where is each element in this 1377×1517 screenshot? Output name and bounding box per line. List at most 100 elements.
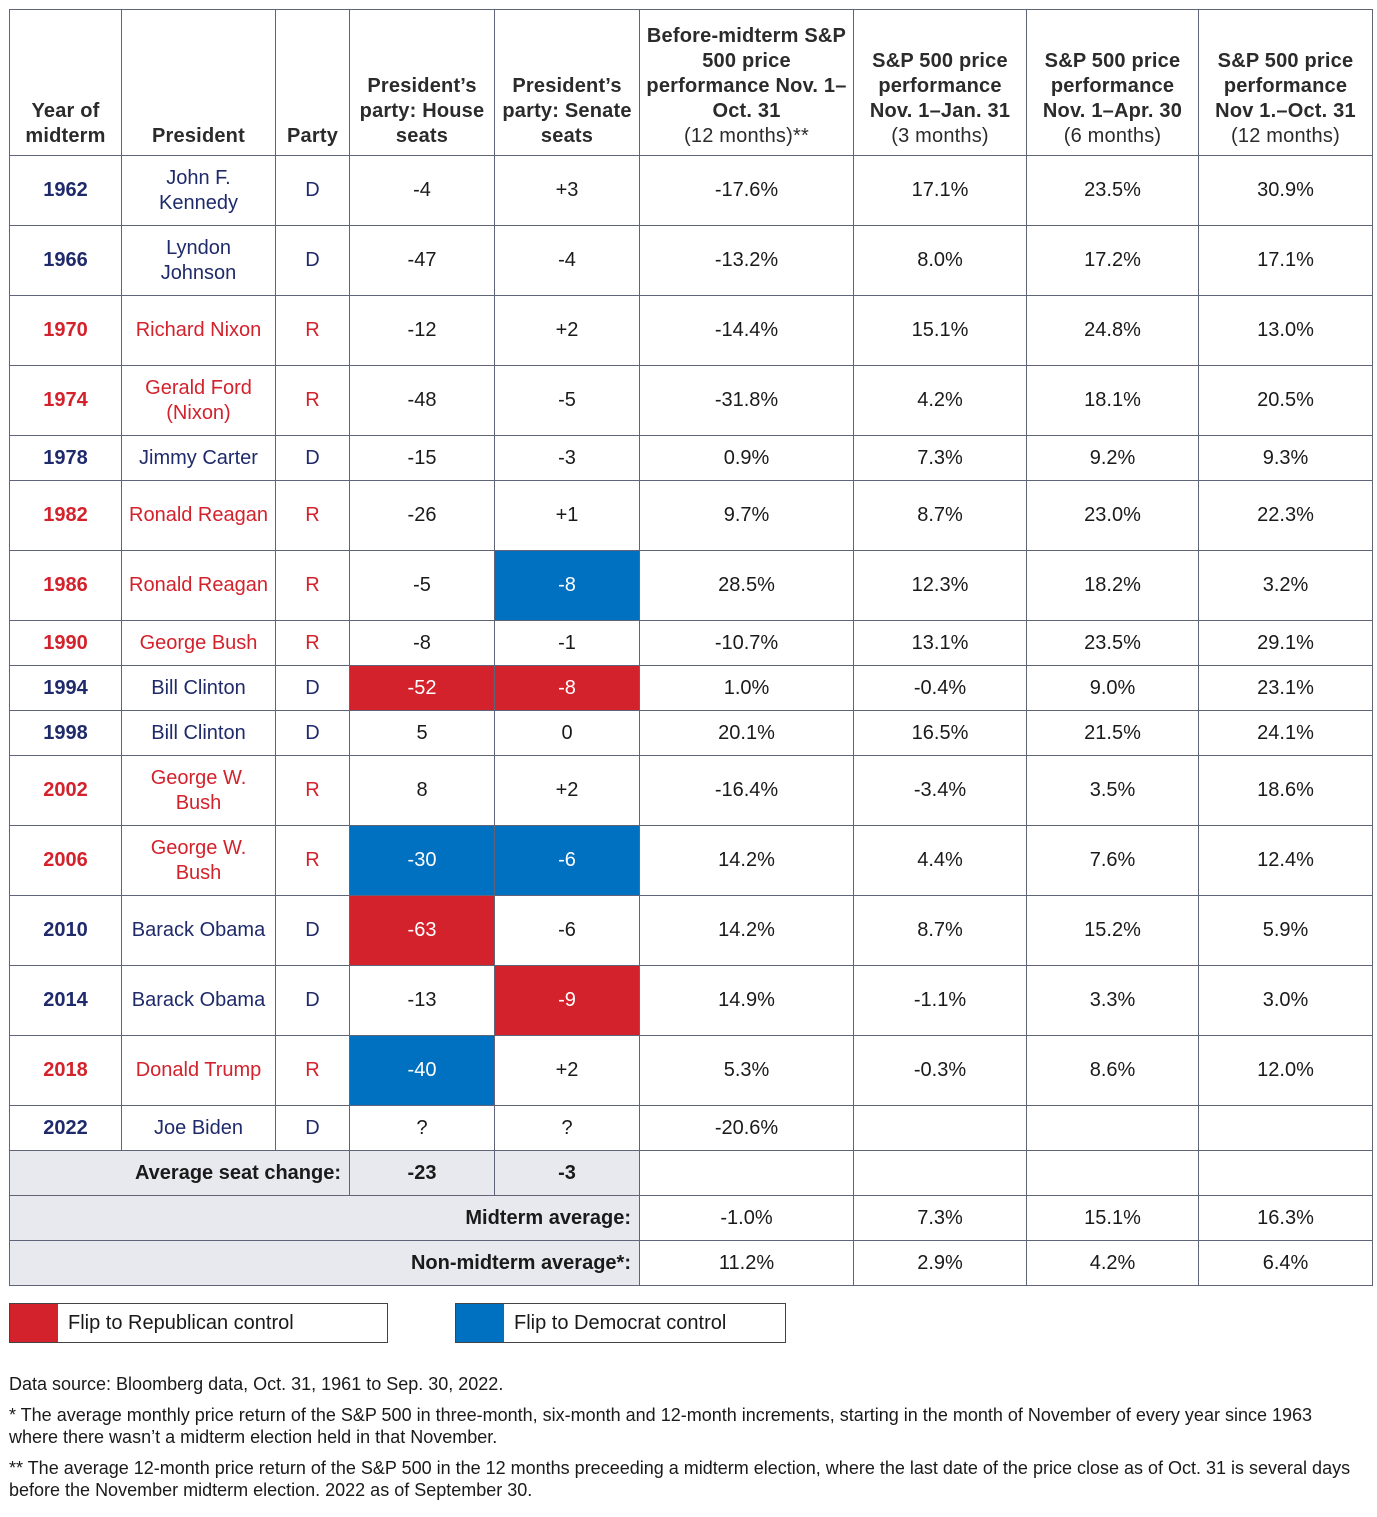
performance-cell: 9.7%	[639, 480, 854, 551]
performance-cell: 7.3%	[853, 435, 1027, 481]
legend-swatch	[456, 1304, 504, 1342]
house-seats-cell: 8	[349, 755, 495, 826]
president-cell: Barack Obama	[121, 965, 276, 1036]
performance-cell: 23.1%	[1198, 665, 1373, 711]
header-title: President’s party: Senate seats	[502, 75, 632, 147]
performance-cell: -20.6%	[639, 1105, 854, 1151]
house-seats-cell: -13	[349, 965, 495, 1036]
president-cell: Bill Clinton	[121, 665, 276, 711]
performance-cell: -10.7%	[639, 620, 854, 666]
house-seats-cell: -12	[349, 295, 495, 366]
table-row: 2006 George W. Bush R -30 -6 14.2% 4.4% 7.6% 12.…	[9, 825, 1373, 896]
table-row: 1990 George Bush R -8 -1 -10.7% 13.1% 23.5% 29.1…	[9, 620, 1373, 666]
performance-cell: 4.2%	[853, 365, 1027, 436]
year-cell: 2006	[9, 825, 122, 896]
house-seats-cell: -15	[349, 435, 495, 481]
party-cell: R	[275, 620, 350, 666]
header-title: President’s party: House seats	[359, 75, 485, 147]
average-value: -1.0%	[639, 1195, 854, 1241]
performance-cell	[1026, 1105, 1199, 1151]
table-row: 2002 George W. Bush R 8 +2 -16.4% -3.4% 3.5% 18.…	[9, 755, 1373, 826]
table-row: 1978 Jimmy Carter D -15 -3 0.9% 7.3% 9.2% 9.3%	[9, 435, 1373, 481]
table-row: 1994 Bill Clinton D -52 -8 1.0% -0.4% 9.0% 23.1%	[9, 665, 1373, 711]
performance-cell: 20.5%	[1198, 365, 1373, 436]
average-senate: -3	[494, 1150, 640, 1196]
year-cell: 2010	[9, 895, 122, 966]
senate-seats-cell: -8	[494, 665, 640, 711]
performance-cell: -0.4%	[853, 665, 1027, 711]
party-cell: D	[275, 225, 350, 296]
header-cell: S&P 500 price performance Nov. 1–Apr. 30…	[1026, 9, 1199, 156]
header-title: S&P 500 price performance Nov 1.–Oct. 31	[1215, 50, 1356, 122]
performance-cell: 17.2%	[1026, 225, 1199, 296]
average-value: 15.1%	[1026, 1195, 1199, 1241]
header-subtitle: (12 months)	[1231, 125, 1340, 147]
year-cell: 1974	[9, 365, 122, 436]
table-row: 2022 Joe Biden D?? -20.6%	[9, 1105, 1373, 1151]
performance-cell: 16.5%	[853, 710, 1027, 756]
party-cell: R	[275, 295, 350, 366]
header-subtitle: (12 months)**	[684, 125, 809, 147]
senate-seats-cell: -3	[494, 435, 640, 481]
senate-seats-cell: +2	[494, 755, 640, 826]
performance-cell: 9.2%	[1026, 435, 1199, 481]
header-subtitle: (6 months)	[1063, 125, 1162, 147]
party-cell: R	[275, 755, 350, 826]
note: ** The average 12-month price return of …	[9, 1458, 1351, 1500]
senate-seats-cell: +2	[494, 295, 640, 366]
table-row: 1966 Lyndon Johnson D -47 -4 -13.2% 8.0% 17.2% 1…	[9, 225, 1373, 296]
year-cell: 2014	[9, 965, 122, 1036]
legend-swatch	[10, 1304, 58, 1342]
senate-seats-cell: +3	[494, 155, 640, 226]
empty-cell	[1198, 1150, 1373, 1196]
header-row: Year of midterm President Party President’s…	[9, 9, 1373, 156]
average-value: 7.3%	[853, 1195, 1027, 1241]
performance-cell: 5.3%	[639, 1035, 854, 1106]
performance-cell: 30.9%	[1198, 155, 1373, 226]
senate-seats-cell: -6	[494, 825, 640, 896]
year-cell: 1994	[9, 665, 122, 711]
senate-seats-cell: -5	[494, 365, 640, 436]
president-cell: John F. Kennedy	[121, 155, 276, 226]
year-cell: 1962	[9, 155, 122, 226]
performance-cell: 22.3%	[1198, 480, 1373, 551]
average-label: Non-midterm average*:	[9, 1240, 640, 1286]
table-row: 2018 Donald Trump R -40 +2 5.3% -0.3% 8.6% 12.0%	[9, 1035, 1373, 1106]
performance-cell: -1.1%	[853, 965, 1027, 1036]
header-subtitle: (3 months)	[891, 125, 989, 147]
house-seats-cell: -30	[349, 825, 495, 896]
performance-cell: 8.7%	[853, 895, 1027, 966]
table-row: 2014 Barack Obama D -13 -9 14.9% -1.1% 3.3% 3.0%	[9, 965, 1373, 1036]
performance-cell: 20.1%	[639, 710, 854, 756]
table-row: 1998 Bill Clinton D 5 0 20.1% 16.5% 21.5% 24.1%	[9, 710, 1373, 756]
performance-cell: -14.4%	[639, 295, 854, 366]
performance-cell: 17.1%	[853, 155, 1027, 226]
average-value: 4.2%	[1026, 1240, 1199, 1286]
table-row: 1970 Richard Nixon R -12 +2 -14.4% 15.1% 24.8% 1…	[9, 295, 1373, 366]
house-seats-cell: -52	[349, 665, 495, 711]
header-title: Before-midterm S&P 500 price performance…	[646, 25, 847, 122]
president-cell: Bill Clinton	[121, 710, 276, 756]
house-seats-cell: -63	[349, 895, 495, 966]
performance-cell: 8.0%	[853, 225, 1027, 296]
performance-cell: 13.0%	[1198, 295, 1373, 366]
performance-cell: 23.5%	[1026, 155, 1199, 226]
performance-cell: -17.6%	[639, 155, 854, 226]
table-row: 1986 Ronald Reagan R -5 -8 28.5% 12.3% 18.2% 3.2…	[9, 550, 1373, 621]
president-cell: George W. Bush	[121, 755, 276, 826]
legend: Flip to Republican control Flip to Democr…	[9, 1303, 809, 1343]
senate-seats-cell: ?	[494, 1105, 640, 1151]
performance-cell: 1.0%	[639, 665, 854, 711]
president-cell: George W. Bush	[121, 825, 276, 896]
note: Data source: Bloomberg data, Oct. 31, 19…	[9, 1374, 504, 1394]
empty-cell	[639, 1150, 854, 1196]
header-cell: Party	[275, 9, 350, 156]
performance-cell: 7.6%	[1026, 825, 1199, 896]
performance-cell: 8.6%	[1026, 1035, 1199, 1106]
president-cell: Barack Obama	[121, 895, 276, 966]
performance-cell: 24.1%	[1198, 710, 1373, 756]
year-cell: 1970	[9, 295, 122, 366]
performance-cell: 14.9%	[639, 965, 854, 1036]
table-row: 2010 Barack Obama D -63 -6 14.2% 8.7% 15.2% 5.9%	[9, 895, 1373, 966]
